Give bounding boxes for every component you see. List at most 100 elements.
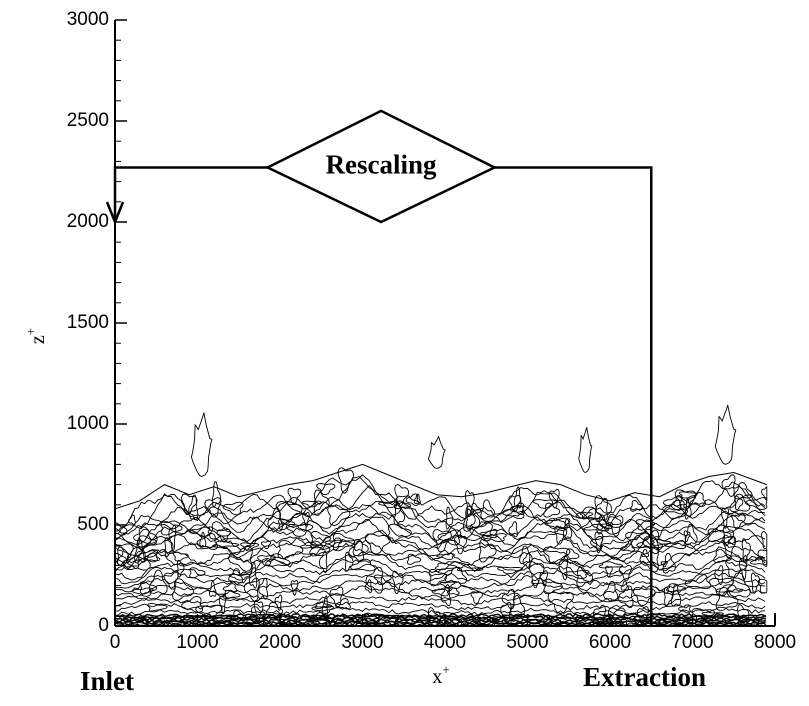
- y-tick-label: 500: [77, 514, 109, 535]
- contour-eddy: [731, 511, 746, 530]
- contour-eddy: [240, 542, 260, 551]
- contour-eddy: [432, 529, 452, 553]
- inlet-label: Inlet: [80, 666, 134, 696]
- contour-line: [114, 559, 766, 585]
- x-tick-label: 3000: [341, 632, 383, 653]
- contour-line: [114, 500, 766, 546]
- recycle-arrowhead: [105, 201, 125, 226]
- contour-eddy: [469, 522, 493, 542]
- contour-eddy: [618, 564, 632, 581]
- y-axis-title: z+: [23, 328, 49, 344]
- contour-line: [114, 484, 766, 535]
- contour-plume: [427, 435, 446, 469]
- contour-eddy: [465, 490, 475, 517]
- contour-eddy: [590, 535, 603, 551]
- y-tick-label: 2500: [67, 110, 109, 131]
- near-wall-contour: [114, 618, 767, 624]
- contour-eddy: [640, 549, 650, 558]
- contour-eddy: [519, 545, 533, 565]
- contour-eddy: [454, 536, 468, 555]
- contour-eddy: [619, 543, 636, 552]
- contour-eddy: [632, 586, 656, 606]
- contour-eddy: [146, 603, 168, 613]
- contour-eddy: [662, 552, 676, 574]
- contour-eddy: [248, 562, 258, 589]
- contour-eddy: [393, 504, 406, 526]
- contour-eddy: [204, 497, 222, 518]
- rescaling-label: Rescaling: [326, 150, 437, 180]
- contour-eddy: [428, 568, 448, 587]
- near-wall-contour: [114, 612, 767, 618]
- contour-line: [114, 511, 766, 551]
- x-tick-label: 4000: [424, 632, 466, 653]
- contour-eddy: [209, 521, 231, 540]
- boundary-layer-edge: [114, 463, 767, 510]
- contour-eddy: [444, 566, 468, 584]
- contour-eddy: [258, 577, 268, 600]
- contour-eddy: [309, 540, 331, 557]
- contour-eddy: [558, 555, 569, 581]
- contour-eddy: [392, 570, 404, 594]
- contour-eddy: [713, 549, 732, 564]
- near-wall-contour: [114, 622, 767, 627]
- contour-eddy: [437, 529, 462, 546]
- contour-eddy: [394, 483, 410, 507]
- contour-eddy: [684, 573, 712, 590]
- contour-eddy: [722, 525, 735, 547]
- contour-eddy: [741, 538, 751, 564]
- contour-eddy: [599, 522, 614, 530]
- contour-line: [114, 537, 766, 571]
- contour-eddy: [642, 529, 660, 555]
- contour-eddy: [456, 563, 484, 572]
- contour-eddy: [547, 591, 574, 615]
- contour-eddy: [222, 501, 244, 516]
- contour-plume: [578, 427, 593, 474]
- contour-plume: [190, 411, 213, 478]
- contour-eddy: [513, 486, 522, 509]
- contour-eddy: [181, 595, 204, 613]
- contour-eddy: [761, 486, 768, 501]
- contour-eddy: [543, 502, 561, 518]
- contour-eddy: [216, 528, 231, 543]
- contour-eddy: [596, 514, 610, 534]
- contour-eddy: [189, 567, 206, 579]
- contour-eddy: [539, 570, 548, 587]
- contour-eddy: [352, 538, 369, 557]
- contour-eddy: [314, 601, 333, 609]
- contour-eddy: [721, 506, 729, 530]
- contour-eddy: [605, 565, 613, 578]
- contour-eddy: [300, 541, 324, 549]
- contour-eddy: [329, 586, 344, 608]
- contour-line: [115, 516, 766, 557]
- x-tick-label: 1000: [176, 632, 218, 653]
- contour-eddy: [548, 488, 560, 509]
- contour-eddy: [687, 492, 707, 507]
- contour-eddy: [761, 530, 768, 550]
- contour-eddy: [332, 532, 356, 552]
- contour-eddy: [729, 493, 751, 513]
- contour-eddy: [501, 589, 516, 610]
- x-tick-label: 6000: [589, 632, 631, 653]
- contour-eddy: [603, 581, 619, 602]
- contour-eddy: [212, 540, 240, 548]
- contour-eddy: [715, 586, 739, 612]
- extraction-label: Extraction: [583, 662, 706, 692]
- x-tick-label: 2000: [259, 632, 301, 653]
- contour-eddy: [709, 577, 734, 597]
- contour-eddy: [227, 545, 253, 572]
- contour-eddy: [714, 565, 724, 586]
- contour-eddy: [744, 497, 768, 511]
- contour-eddy: [406, 553, 422, 565]
- contour-eddy: [176, 559, 185, 578]
- near-wall-contour: [114, 620, 767, 625]
- ticks: 0 500 1000 1500 2000 2500 3000 0 1000 2000 3000 400…: [67, 9, 796, 653]
- contour-eddy: [181, 493, 198, 515]
- contour-eddy: [497, 566, 524, 575]
- contour-eddy: [196, 532, 219, 550]
- contour-eddy: [733, 481, 753, 500]
- x-tick-label: 5000: [506, 632, 548, 653]
- contour-eddy: [318, 550, 328, 573]
- contour-eddy: [253, 599, 264, 623]
- contour-eddy: [373, 574, 393, 586]
- contour-eddy: [434, 562, 458, 570]
